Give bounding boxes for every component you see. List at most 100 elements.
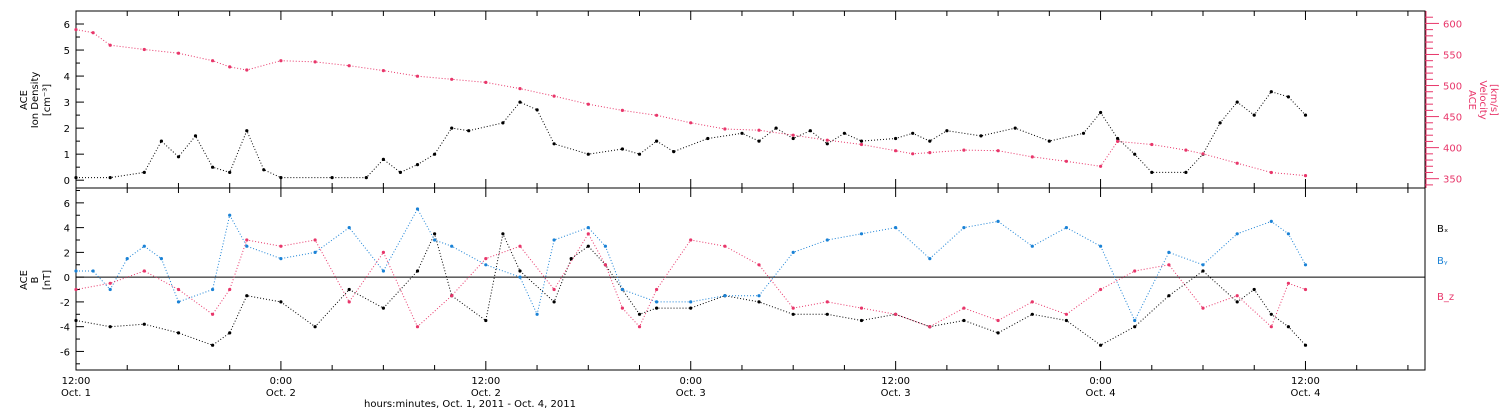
velocity-point <box>211 59 215 63</box>
bx-point <box>142 322 146 326</box>
bx-point <box>1099 343 1103 347</box>
bz-point-trace <box>75 232 1306 328</box>
velocity-point <box>996 149 1000 153</box>
bx-point <box>108 325 112 329</box>
ion-density-point <box>467 129 471 133</box>
bz-point <box>637 325 642 329</box>
by-point <box>125 257 129 261</box>
ion-density-point <box>518 100 522 104</box>
velocity-point <box>757 128 761 132</box>
date-tick-label: Oct. 1 <box>61 388 91 399</box>
bz-point <box>1064 312 1068 316</box>
ion-density-point <box>211 165 215 169</box>
bz-point <box>1133 269 1137 273</box>
velocity-point <box>1269 170 1273 175</box>
velocity-point <box>450 77 454 81</box>
ion-density-point <box>586 152 590 156</box>
time-tick-label: 0:00 <box>1089 376 1111 387</box>
top-series-points <box>74 28 1308 180</box>
velocity-point <box>791 133 795 137</box>
ion-density-point <box>501 121 505 125</box>
bx-point <box>757 300 761 304</box>
bz-point <box>108 281 112 285</box>
velocity-point <box>176 51 181 55</box>
time-axis-title: hours:minutes, Oct. 1, 2011 - Oct. 4, 20… <box>364 399 576 410</box>
by-point <box>791 250 795 254</box>
velocity-point <box>1150 142 1154 147</box>
bx-point <box>518 269 522 273</box>
velocity-axis-ticks: 350 400 450 500 550 600 <box>1425 11 1462 188</box>
density-tick-label: 1 <box>64 150 70 161</box>
velocity-point <box>484 80 488 84</box>
velocity-axis-unit: [km/s] <box>1488 84 1499 116</box>
ion-density-point <box>108 176 112 180</box>
bx-point <box>211 343 215 347</box>
velocity-tick-label: 500 <box>1443 82 1462 93</box>
velocity-point <box>1064 159 1068 163</box>
density-tick-label: 6 <box>64 20 70 31</box>
velocity-point <box>655 113 659 117</box>
density-axis-ticks: 0 1 2 3 4 5 6 <box>64 20 84 187</box>
by-point <box>279 257 283 261</box>
bx-point <box>1133 325 1137 329</box>
velocity-point <box>962 148 966 152</box>
bx-point <box>347 287 351 292</box>
bx-point <box>996 331 1000 335</box>
field-axis-unit: [nT] <box>42 270 53 290</box>
time-tick-label: 12:00 <box>62 376 91 387</box>
velocity-point <box>415 74 420 78</box>
bx-point <box>859 318 864 323</box>
field-axis-label-line1: ACE <box>19 270 30 290</box>
date-tick-label: Oct. 3 <box>676 388 706 399</box>
velocity-point <box>825 138 829 142</box>
field-tick-label: 6 <box>64 199 70 210</box>
bottom-plot-frame <box>75 187 1426 371</box>
velocity-axis-label-line1: ACE <box>1466 90 1477 110</box>
field-tick-label: 2 <box>64 248 70 259</box>
time-tick-label: 0:00 <box>679 376 701 387</box>
density-axis-label-line1: ACE <box>19 90 30 110</box>
bz-point <box>1167 263 1171 267</box>
by-point-trace <box>76 207 1306 322</box>
ion-density-point <box>740 131 744 135</box>
velocity-point <box>928 151 932 155</box>
field-tick-label: -6 <box>60 347 70 358</box>
date-tick-label: Oct. 2 <box>266 388 296 399</box>
by-point <box>757 294 761 298</box>
ion-density-point <box>655 139 659 143</box>
bz-point <box>620 306 625 310</box>
ion-density-point <box>791 136 795 141</box>
by-point <box>552 238 556 242</box>
density-axis-label-line2: Ion Density <box>30 72 41 129</box>
ion-density-point <box>620 147 625 151</box>
velocity-point <box>894 149 898 153</box>
velocity-point <box>381 69 385 73</box>
bottom-series-points <box>74 207 1308 347</box>
by-point <box>996 219 1000 223</box>
velocity-point <box>347 64 351 68</box>
bz-point <box>1269 325 1273 329</box>
bz-point <box>347 300 351 304</box>
field-tick-label: 4 <box>64 224 70 235</box>
density-tick-label: 5 <box>64 46 70 57</box>
date-tick-label: Oct. 3 <box>881 388 911 399</box>
magnetic-field-panel: -6 -4 -2 0 2 4 6 ACE B [nT] Bₓ Bᵧ B_z <box>19 187 1454 371</box>
velocity-point <box>1116 139 1120 143</box>
bx-point <box>825 312 829 316</box>
bx-point <box>1030 312 1034 316</box>
date-tick-label: Oct. 2 <box>471 388 501 399</box>
time-tick-label: 0:00 <box>270 376 292 387</box>
ion-density-point <box>859 139 864 143</box>
density-tick-label: 2 <box>64 124 70 135</box>
velocity-point <box>108 43 112 47</box>
velocity-point <box>1235 161 1239 165</box>
bz-point <box>825 300 829 304</box>
ion-density-point <box>330 176 334 180</box>
time-tick-label: 12:00 <box>471 376 500 387</box>
by-point <box>142 244 146 248</box>
velocity-tick-label: 350 <box>1443 175 1462 186</box>
velocity-tick-label: 400 <box>1443 144 1462 155</box>
velocity-point <box>586 102 590 106</box>
